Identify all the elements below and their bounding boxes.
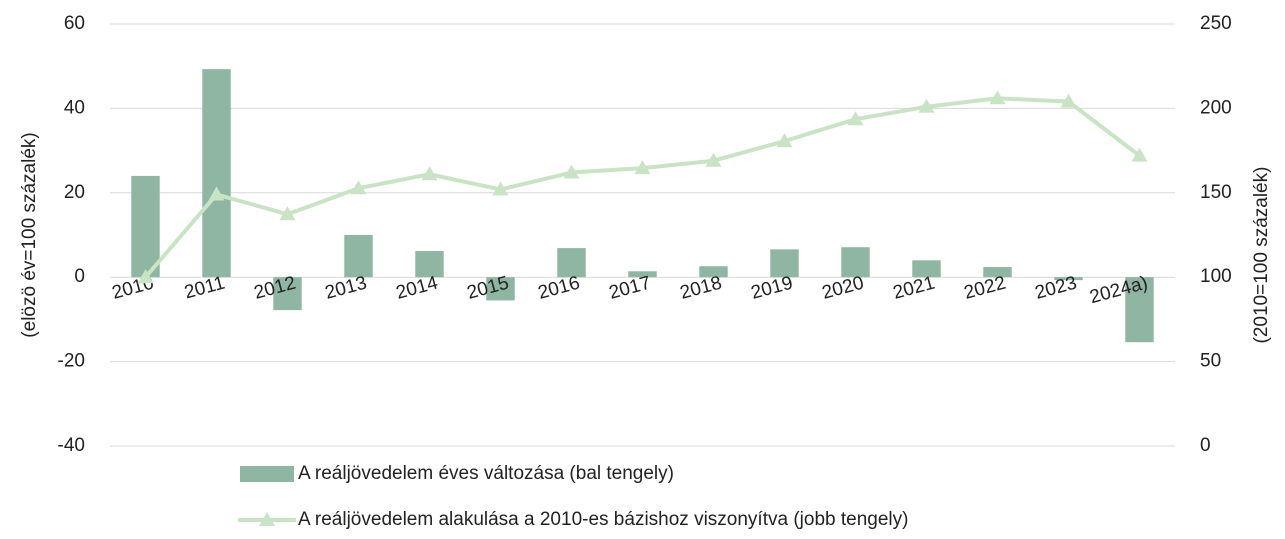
line — [143, 96, 1141, 279]
bar — [202, 69, 231, 278]
legend-label: A reáljövedelem éves változása (bal teng… — [298, 463, 674, 484]
line-marker — [279, 206, 296, 221]
y2-tick-label: 250 — [1200, 13, 1232, 34]
y2-axis-label: (2010=100 százalék) — [1251, 167, 1272, 344]
line-marker — [137, 269, 154, 284]
line-marker — [492, 181, 509, 196]
y2-tick-label: 200 — [1200, 97, 1232, 118]
bar — [770, 249, 799, 278]
legend-swatch — [240, 466, 294, 482]
y2-tick-label: 100 — [1200, 266, 1232, 287]
bar — [486, 277, 515, 301]
bar — [1125, 277, 1154, 343]
y2-tick-label: 150 — [1200, 182, 1232, 203]
bar — [1054, 277, 1083, 281]
line-marker — [918, 98, 935, 113]
line-marker — [1131, 147, 1148, 162]
line-marker — [776, 133, 793, 148]
bar — [841, 247, 870, 278]
y-tick-label: 20 — [64, 182, 85, 203]
bar — [344, 235, 373, 278]
line-marker — [1060, 93, 1077, 108]
bar — [628, 271, 657, 278]
bar — [983, 267, 1012, 278]
bar — [699, 266, 728, 278]
bar — [273, 277, 302, 311]
y-axis-label: (elözö év=100 százalék) — [19, 132, 40, 337]
bar — [557, 248, 586, 278]
legend-label: A reáljövedelem alakulása a 2010-es bázi… — [298, 509, 908, 530]
bar — [415, 251, 444, 278]
line-marker — [563, 164, 580, 179]
y-tick-label: -40 — [58, 435, 85, 456]
y-tick-label: 40 — [64, 97, 85, 118]
y-tick-label: 0 — [74, 266, 85, 287]
y-tick-label: -20 — [58, 351, 85, 372]
line-marker — [705, 152, 722, 167]
y2-tick-label: 0 — [1200, 435, 1211, 456]
line-marker — [634, 160, 651, 175]
line-marker — [847, 111, 864, 126]
line-marker — [208, 186, 225, 201]
legend-swatch — [259, 512, 275, 526]
bar — [131, 175, 160, 278]
line-marker — [989, 90, 1006, 105]
y-tick-label: 60 — [64, 13, 85, 34]
bar — [912, 260, 941, 278]
line-marker — [421, 166, 438, 181]
line-marker — [350, 180, 367, 195]
y2-tick-label: 50 — [1200, 351, 1221, 372]
